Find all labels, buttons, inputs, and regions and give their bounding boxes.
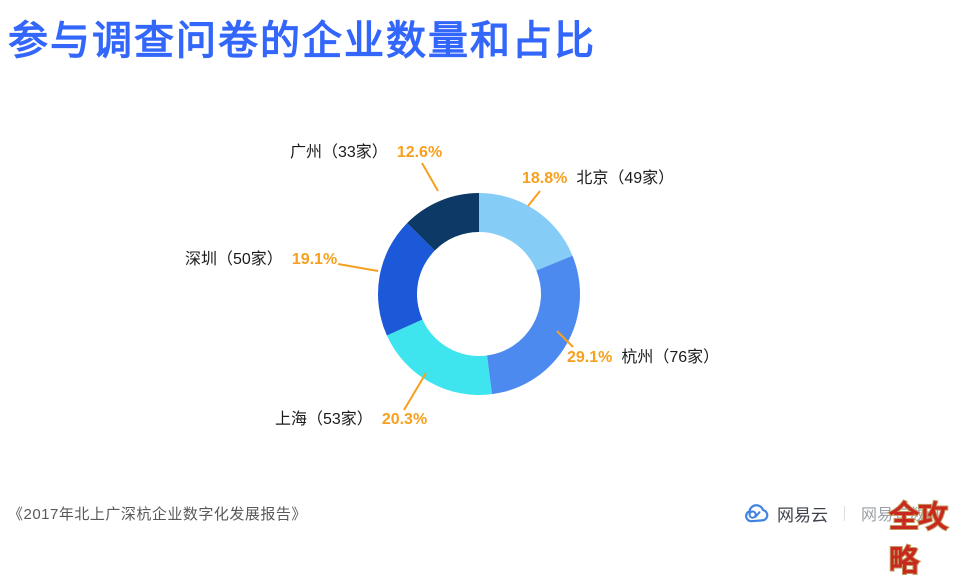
label-hangzhou-percent: 29.1% (567, 349, 613, 366)
donut-slice-hangzhou (486, 255, 580, 395)
brand-divider: ｜ (837, 505, 853, 523)
label-shanghai: 上海（53家） 20.3% (275, 410, 427, 430)
label-guangzhou: 广州（33家） 12.6% (290, 143, 442, 163)
brand-suffix: 网易有数可 (861, 507, 942, 524)
label-guangzhou-percent: 12.6% (396, 144, 443, 161)
report-slide: 参与调查问卷的企业数量和占比 广州（33家） 12.6% 18.8% 北京（49… (8, 19, 949, 579)
brand-name: 网易云 (777, 505, 828, 525)
label-shanghai-percent: 20.3% (381, 411, 428, 428)
leader-line-guangzhou (421, 162, 439, 192)
donut-slice-beijing (479, 193, 573, 271)
leader-line-shenzhen (337, 263, 379, 272)
label-guangzhou-name: 广州（33家） (290, 144, 388, 161)
donut-slice-shanghai (386, 319, 492, 395)
leader-line-shanghai (403, 372, 427, 411)
leader-line-hangzhou (556, 330, 574, 348)
donut-chart (337, 162, 580, 411)
netease-cloud-icon (745, 503, 769, 522)
label-beijing: 18.8% 北京（49家） (522, 169, 674, 189)
watermark-quangonglue: 全攻略 (888, 500, 949, 579)
label-beijing-percent: 18.8% (522, 170, 568, 187)
label-hangzhou-name: 杭州（76家） (621, 349, 720, 366)
footer-source-text: 《2017年北上广深杭企业数字化发展报告》 (8, 506, 307, 523)
footer-brand: 网易云 ｜ 网易有数可 (743, 500, 941, 526)
label-shenzhen: 深圳（50家） 19.1% (185, 250, 337, 270)
label-shenzhen-name: 深圳（50家） (185, 251, 283, 268)
leader-line-beijing (527, 190, 541, 207)
label-beijing-name: 北京（49家） (576, 170, 675, 187)
label-hangzhou: 29.1% 杭州（76家） (567, 348, 719, 368)
label-shanghai-name: 上海（53家） (275, 411, 373, 428)
page-title: 参与调查问卷的企业数量和占比 (8, 19, 596, 63)
label-shenzhen-percent: 19.1% (291, 251, 338, 268)
donut-slice-guangzhou (407, 193, 479, 251)
donut-slice-shenzhen (377, 223, 435, 336)
